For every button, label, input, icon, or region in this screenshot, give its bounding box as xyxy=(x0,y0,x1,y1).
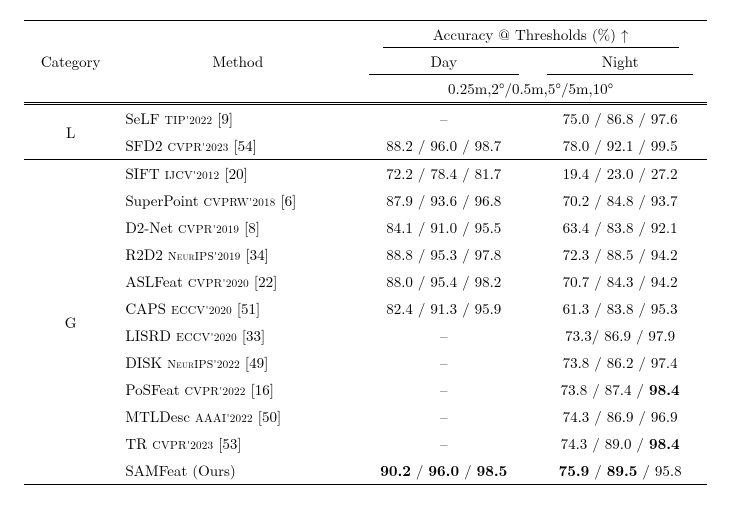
day-cell: – xyxy=(354,322,533,349)
night-cell: 70.2 / 84.8 / 93.7 xyxy=(533,187,707,214)
table-row: GSIFT IJCV'2012 [20]72.2 / 78.4 / 81.719… xyxy=(24,160,707,188)
table-row: PoSFeat CVPR'2022 [16]–73.8 / 87.4 / 98.… xyxy=(24,376,707,403)
table-row: CAPS ECCV'2020 [51]82.4 / 91.3 / 95.961.… xyxy=(24,295,707,322)
table-row: LSeLF TIP'2022 [9]–75.0 / 86.8 / 97.6 xyxy=(24,104,707,133)
method-cell: SIFT IJCV'2012 [20] xyxy=(121,160,354,188)
night-cell: 73.3/ 86.9 / 97.9 xyxy=(533,322,707,349)
method-cell: SFD2 CVPR'2023 [54] xyxy=(121,132,354,160)
method-cell: R2D2 NeurIPS'2019 [34] xyxy=(121,241,354,268)
night-cell: 74.3 / 86.9 / 96.9 xyxy=(533,403,707,430)
method-cell: CAPS ECCV'2020 [51] xyxy=(121,295,354,322)
table-row: SuperPoint CVPRW'2018 [6]87.9 / 93.6 / 9… xyxy=(24,187,707,214)
day-cell: 88.8 / 95.3 / 97.8 xyxy=(354,241,533,268)
col-thresholds: 0.25m,2°/0.5m,5°/5m,10° xyxy=(354,75,707,104)
table-body: LSeLF TIP'2022 [9]–75.0 / 86.8 / 97.6SFD… xyxy=(24,104,707,485)
day-cell: 84.1 / 91.0 / 95.5 xyxy=(354,214,533,241)
table-row: DISK NeurIPS'2022 [49]–73.8 / 86.2 / 97.… xyxy=(24,349,707,376)
col-day: Day xyxy=(354,48,533,75)
night-cell: 70.7 / 84.3 / 94.2 xyxy=(533,268,707,295)
method-cell: DISK NeurIPS'2022 [49] xyxy=(121,349,354,376)
table-header: Category Method Accuracy @ Thresholds (%… xyxy=(24,21,707,104)
col-accuracy: Accuracy @ Thresholds (%) ↑ xyxy=(354,21,707,49)
table-row: TR CVPR'2023 [53]–74.3 / 89.0 / 98.4 xyxy=(24,430,707,457)
day-cell: 88.2 / 96.0 / 98.7 xyxy=(354,132,533,160)
method-cell: TR CVPR'2023 [53] xyxy=(121,430,354,457)
day-cell: – xyxy=(354,349,533,376)
results-table: Category Method Accuracy @ Thresholds (%… xyxy=(24,20,707,485)
table-row: SFD2 CVPR'2023 [54]88.2 / 96.0 / 98.778.… xyxy=(24,132,707,160)
category-cell: L xyxy=(24,104,121,160)
night-cell: 75.0 / 86.8 / 97.6 xyxy=(533,104,707,133)
method-cell: SAMFeat (Ours) xyxy=(121,457,354,485)
method-cell: ASLFeat CVPR'2020 [22] xyxy=(121,268,354,295)
day-cell: – xyxy=(354,376,533,403)
method-cell: LISRD ECCV'2020 [33] xyxy=(121,322,354,349)
night-cell: 75.9 / 89.5 / 95.8 xyxy=(533,457,707,485)
category-cell: G xyxy=(24,160,121,485)
col-night: Night xyxy=(533,48,707,75)
day-cell: 82.4 / 91.3 / 95.9 xyxy=(354,295,533,322)
table-row: LISRD ECCV'2020 [33]–73.3/ 86.9 / 97.9 xyxy=(24,322,707,349)
day-cell: – xyxy=(354,403,533,430)
table-row: R2D2 NeurIPS'2019 [34]88.8 / 95.3 / 97.8… xyxy=(24,241,707,268)
night-cell: 19.4 / 23.0 / 27.2 xyxy=(533,160,707,188)
night-cell: 61.3 / 83.8 / 95.3 xyxy=(533,295,707,322)
day-cell: 88.0 / 95.4 / 98.2 xyxy=(354,268,533,295)
day-cell: – xyxy=(354,430,533,457)
method-cell: MTLDesc AAAI'2022 [50] xyxy=(121,403,354,430)
method-cell: SeLF TIP'2022 [9] xyxy=(121,104,354,133)
col-category: Category xyxy=(24,21,121,104)
table-row: ASLFeat CVPR'2020 [22]88.0 / 95.4 / 98.2… xyxy=(24,268,707,295)
night-cell: 74.3 / 89.0 / 98.4 xyxy=(533,430,707,457)
method-cell: PoSFeat CVPR'2022 [16] xyxy=(121,376,354,403)
night-cell: 73.8 / 86.2 / 97.4 xyxy=(533,349,707,376)
day-cell: – xyxy=(354,104,533,133)
method-cell: D2-Net CVPR'2019 [8] xyxy=(121,214,354,241)
night-cell: 63.4 / 83.8 / 92.1 xyxy=(533,214,707,241)
day-cell: 90.2 / 96.0 / 98.5 xyxy=(354,457,533,485)
day-cell: 72.2 / 78.4 / 81.7 xyxy=(354,160,533,188)
night-cell: 72.3 / 88.5 / 94.2 xyxy=(533,241,707,268)
table-row: D2-Net CVPR'2019 [8]84.1 / 91.0 / 95.563… xyxy=(24,214,707,241)
day-cell: 87.9 / 93.6 / 96.8 xyxy=(354,187,533,214)
table-row: MTLDesc AAAI'2022 [50]–74.3 / 86.9 / 96.… xyxy=(24,403,707,430)
table-row: SAMFeat (Ours)90.2 / 96.0 / 98.575.9 / 8… xyxy=(24,457,707,485)
night-cell: 73.8 / 87.4 / 98.4 xyxy=(533,376,707,403)
night-cell: 78.0 / 92.1 / 99.5 xyxy=(533,132,707,160)
method-cell: SuperPoint CVPRW'2018 [6] xyxy=(121,187,354,214)
col-method: Method xyxy=(121,21,354,104)
